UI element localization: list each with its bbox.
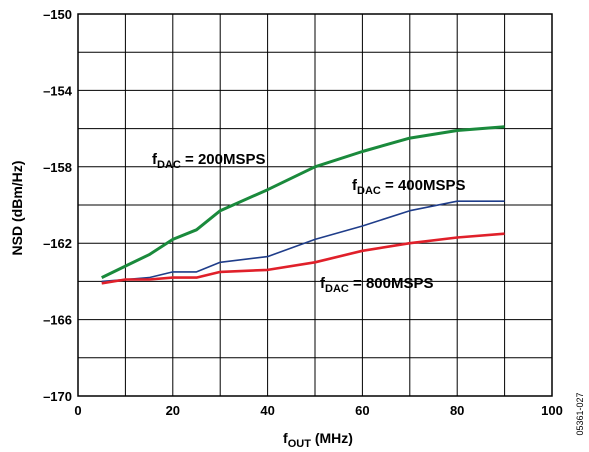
y-tick-labels: –150 –154 –158 –162 –166 –170 — [43, 7, 73, 404]
series-label-400msps: fDAC = 400MSPS — [352, 177, 465, 197]
y-tick-label: –170 — [43, 389, 72, 404]
series-label-800msps: fDAC = 800MSPS — [320, 275, 433, 295]
series-lines — [101, 125, 505, 285]
x-tick-labels: 0 20 40 60 80 100 — [74, 403, 562, 418]
y-tick-label: –150 — [43, 7, 72, 22]
series-line-0 — [101, 125, 505, 279]
series-line-2 — [101, 232, 505, 285]
x-tick-label: 40 — [260, 403, 274, 418]
y-tick-label: –162 — [43, 236, 72, 251]
y-axis-title: NSD (dBm/Hz) — [9, 161, 25, 256]
plot-frame — [77, 13, 553, 397]
series-label-200msps: fDAC = 200MSPS — [152, 151, 265, 171]
y-tick-label: –166 — [43, 313, 72, 328]
y-tick-label: –154 — [43, 83, 73, 98]
x-tick-label: 20 — [166, 403, 180, 418]
x-tick-label: 60 — [355, 403, 369, 418]
x-axis-title: fOUT (MHz) — [283, 430, 353, 450]
series-line-1 — [101, 200, 505, 283]
y-tick-label: –158 — [43, 160, 72, 175]
x-tick-label: 0 — [74, 403, 81, 418]
x-tick-label: 100 — [541, 403, 563, 418]
figure-id: 05361-027 — [575, 392, 585, 435]
x-tick-label: 80 — [450, 403, 464, 418]
